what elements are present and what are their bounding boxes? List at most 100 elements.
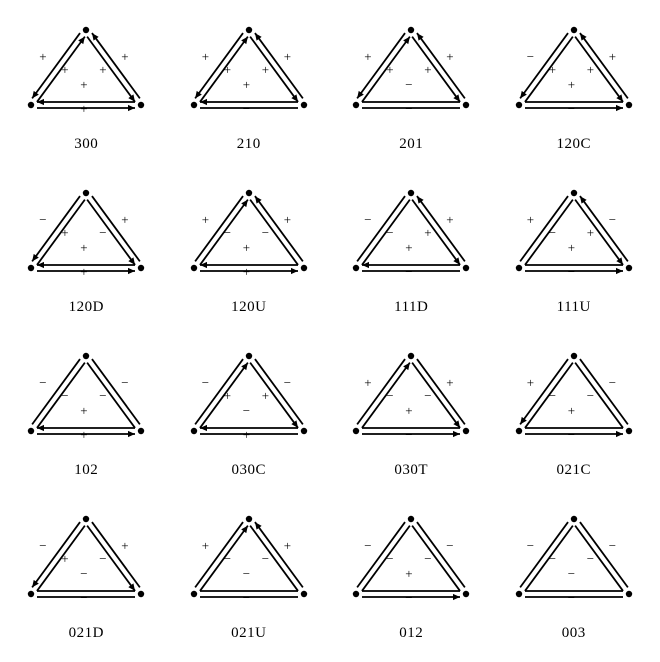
triad-cell: −−−−++102 bbox=[10, 346, 163, 479]
sign-label: + bbox=[405, 404, 412, 417]
sign-label: + bbox=[262, 389, 269, 402]
sign-label: + bbox=[80, 78, 87, 91]
sign-label: + bbox=[61, 63, 68, 76]
sign-label: + bbox=[61, 552, 68, 565]
sign-label: + bbox=[284, 539, 291, 552]
sign-label: − bbox=[446, 539, 453, 552]
sign-label: − bbox=[121, 376, 128, 389]
sign-label: + bbox=[609, 50, 616, 63]
sign-label: + bbox=[121, 50, 128, 63]
sign-label: − bbox=[39, 213, 46, 226]
sign-label: + bbox=[386, 63, 393, 76]
triad-label: 030T bbox=[394, 462, 428, 479]
sign-label: − bbox=[386, 389, 393, 402]
triad-figure: +−+−−− bbox=[179, 509, 319, 609]
sign-label: + bbox=[446, 50, 453, 63]
sign-label: − bbox=[587, 552, 594, 565]
triad-label: 300 bbox=[74, 136, 98, 153]
sign-label: − bbox=[609, 539, 616, 552]
triad-cell: ++++−−201 bbox=[335, 20, 488, 153]
triad-figure: −−−−−+ bbox=[341, 509, 481, 609]
sign-label: − bbox=[405, 428, 412, 441]
sign-label: + bbox=[587, 226, 594, 239]
triad-label: 102 bbox=[74, 462, 98, 479]
triad-figure: ++++−+ bbox=[179, 20, 319, 120]
sign-label: − bbox=[405, 102, 412, 115]
sign-label: + bbox=[80, 428, 87, 441]
sign-label: + bbox=[424, 63, 431, 76]
triad-label: 120U bbox=[231, 299, 266, 316]
sign-label: + bbox=[121, 213, 128, 226]
sign-label: − bbox=[243, 404, 250, 417]
sign-label: − bbox=[568, 428, 575, 441]
triad-cell: −+++−+120C bbox=[498, 20, 651, 153]
sign-label: − bbox=[549, 552, 556, 565]
sign-label: − bbox=[386, 552, 393, 565]
sign-label: − bbox=[364, 213, 371, 226]
sign-label: − bbox=[405, 265, 412, 278]
triad-label: 111D bbox=[394, 299, 428, 316]
sign-label: + bbox=[284, 213, 291, 226]
triad-census-grid: ++++++300++++−+210++++−−201−+++−+120C−++… bbox=[10, 20, 650, 642]
sign-label: − bbox=[99, 226, 106, 239]
triad-cell: +−+−−−021U bbox=[173, 509, 326, 642]
triad-cell: −++−−−021D bbox=[10, 509, 163, 642]
sign-label: + bbox=[202, 213, 209, 226]
triad-label: 012 bbox=[399, 625, 423, 642]
triad-label: 120C bbox=[556, 136, 591, 153]
sign-label: + bbox=[405, 241, 412, 254]
sign-label: − bbox=[568, 102, 575, 115]
sign-label: + bbox=[527, 376, 534, 389]
sign-label: + bbox=[446, 213, 453, 226]
sign-label: − bbox=[99, 389, 106, 402]
sign-label: + bbox=[568, 241, 575, 254]
sign-label: + bbox=[243, 265, 250, 278]
sign-label: − bbox=[262, 226, 269, 239]
sign-label: + bbox=[39, 50, 46, 63]
sign-label: + bbox=[224, 63, 231, 76]
sign-label: + bbox=[202, 539, 209, 552]
triad-figure: +−−−−+ bbox=[504, 346, 644, 446]
sign-label: + bbox=[284, 50, 291, 63]
triad-figure: ++++++ bbox=[16, 20, 156, 120]
sign-label: − bbox=[568, 567, 575, 580]
triad-cell: −−−−−+012 bbox=[335, 509, 488, 642]
triad-label: 021D bbox=[69, 625, 104, 642]
sign-label: + bbox=[61, 226, 68, 239]
triad-figure: +−+−++ bbox=[179, 183, 319, 283]
sign-label: − bbox=[527, 539, 534, 552]
sign-label: − bbox=[386, 226, 393, 239]
triad-label: 210 bbox=[237, 136, 261, 153]
sign-label: − bbox=[609, 213, 616, 226]
triad-cell: +−−+−+111U bbox=[498, 183, 651, 316]
sign-label: − bbox=[80, 567, 87, 580]
sign-label: − bbox=[549, 226, 556, 239]
sign-label: − bbox=[243, 102, 250, 115]
triad-label: 120D bbox=[69, 299, 104, 316]
sign-label: − bbox=[243, 591, 250, 604]
sign-label: + bbox=[99, 63, 106, 76]
sign-label: − bbox=[284, 376, 291, 389]
sign-label: − bbox=[568, 591, 575, 604]
triad-figure: ++++−− bbox=[341, 20, 481, 120]
triad-figure: −+++−+ bbox=[504, 20, 644, 120]
sign-label: + bbox=[262, 63, 269, 76]
triad-cell: +−+−++120U bbox=[173, 183, 326, 316]
sign-label: − bbox=[99, 552, 106, 565]
sign-label: + bbox=[121, 539, 128, 552]
sign-label: − bbox=[568, 265, 575, 278]
sign-label: − bbox=[224, 226, 231, 239]
triad-cell: +−−−−+021C bbox=[498, 346, 651, 479]
sign-label: + bbox=[80, 241, 87, 254]
sign-label: − bbox=[424, 389, 431, 402]
triad-label: 021C bbox=[556, 462, 591, 479]
triad-figure: +−+−−+ bbox=[341, 346, 481, 446]
triad-label: 003 bbox=[562, 625, 586, 642]
sign-label: − bbox=[527, 50, 534, 63]
sign-label: + bbox=[446, 376, 453, 389]
sign-label: − bbox=[549, 389, 556, 402]
sign-label: + bbox=[243, 241, 250, 254]
triad-label: 021U bbox=[231, 625, 266, 642]
triad-figure: −++−++ bbox=[16, 183, 156, 283]
sign-label: − bbox=[405, 78, 412, 91]
